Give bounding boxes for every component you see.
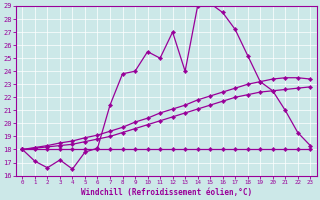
X-axis label: Windchill (Refroidissement éolien,°C): Windchill (Refroidissement éolien,°C) — [81, 188, 252, 197]
